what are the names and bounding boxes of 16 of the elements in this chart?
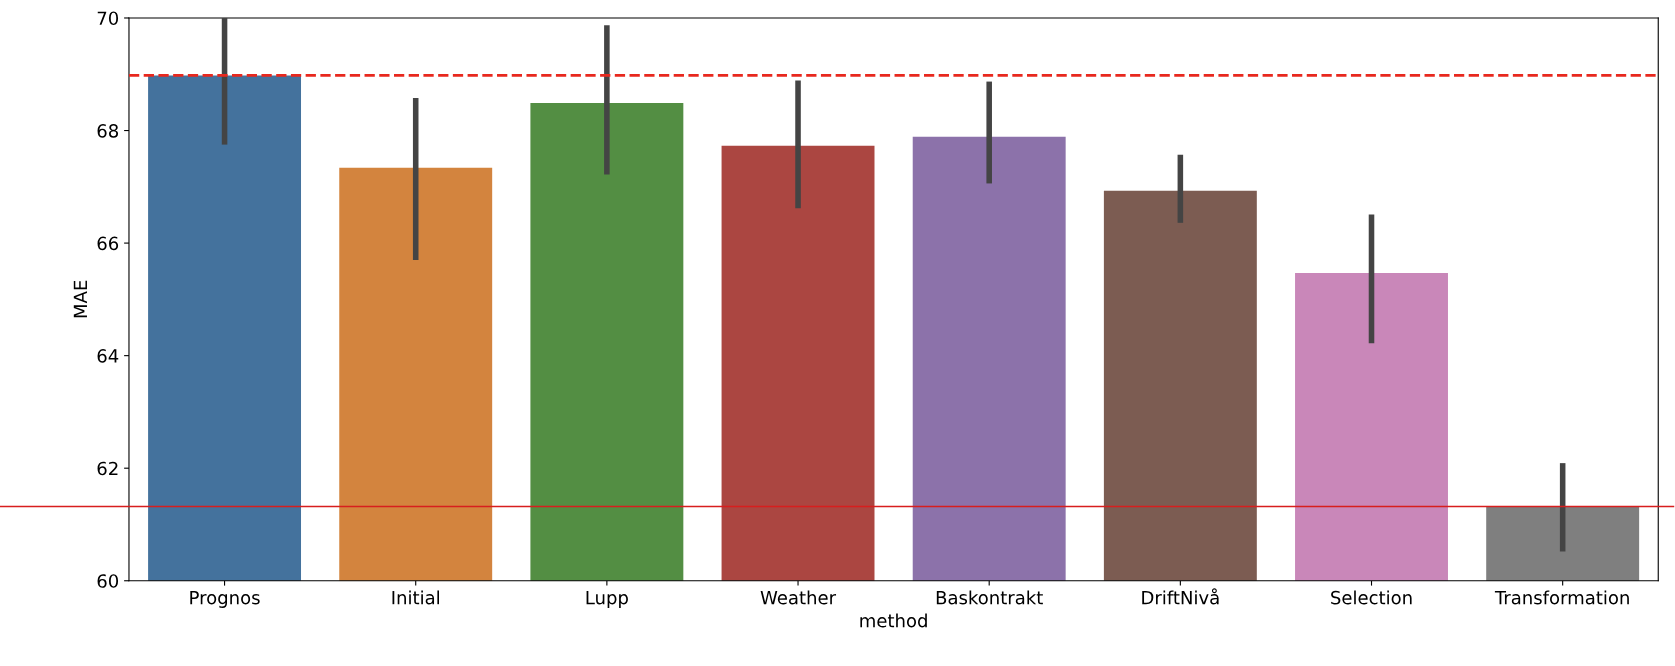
x-tick-label: Lupp <box>586 591 628 608</box>
x-axis-title: method <box>860 613 927 628</box>
y-tick-label: 68 <box>97 124 119 138</box>
x-tick-label: Prognos <box>190 591 260 608</box>
y-tick-label: 66 <box>97 236 119 251</box>
y-tick-label: 64 <box>97 349 119 363</box>
x-tick-label: DriftNivå <box>1142 588 1219 605</box>
y-tick-label: 60 <box>97 574 119 588</box>
x-tick-label: Transformation <box>1494 590 1629 605</box>
y-tick-label: 70 <box>97 11 119 26</box>
y-tick-label: 62 <box>97 461 118 476</box>
x-tick-label: Selection <box>1331 590 1412 605</box>
x-tick-label: Baskontrakt <box>936 590 1043 605</box>
x-tick-label: Weather <box>760 590 837 605</box>
y-axis-title: MAE <box>73 280 87 318</box>
x-tick-label: Initial <box>392 590 439 605</box>
